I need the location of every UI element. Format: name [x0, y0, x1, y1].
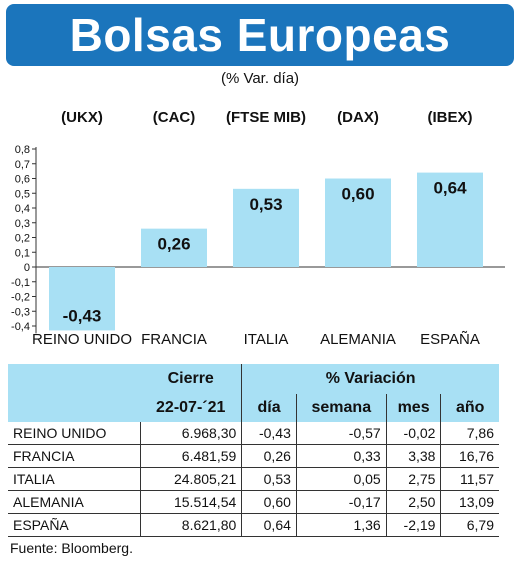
y-tick-label: -0,3: [11, 306, 30, 318]
cell-cierre: 6.481,59: [139, 444, 242, 468]
cell-mes: -0,02: [385, 422, 441, 445]
header-mes: mes: [385, 394, 441, 422]
cell-ano: 11,57: [440, 467, 499, 491]
index-code-label: (FTSE MIB): [226, 109, 306, 126]
row-name: ESPAÑA: [13, 517, 69, 533]
y-tick-label: 0,1: [15, 247, 30, 259]
x-tick-label: REINO UNIDO: [32, 331, 132, 348]
cell-mes: -2,19: [385, 513, 441, 537]
cell-cierre: 24.805,21: [139, 467, 242, 491]
cell-ano: 16,76: [440, 444, 499, 468]
row-name: FRANCIA: [13, 448, 75, 464]
y-tick-label: -0,1: [11, 277, 30, 289]
cell-dia: 0,60: [241, 490, 297, 514]
source-note: Fuente: Bloomberg.: [10, 540, 133, 556]
index-code-label: (DAX): [337, 109, 379, 126]
bar-2: [141, 228, 207, 267]
cell-cierre: 6.968,30: [139, 422, 242, 445]
x-tick-label: ITALIA: [244, 331, 289, 348]
bar-chart: 0,8 0,7 0,6 0,5 0,4 0,3 0,2 0,1 0 -0,1 -0,2 -0,3 -0,…: [11, 109, 505, 348]
cell-ano: 6,79: [440, 513, 499, 537]
table-corner-cell-2: [8, 394, 141, 422]
cell-mes: 3,38: [385, 444, 441, 468]
table-row: ITALIA 24.805,21 0,53 0,05 2,75 11,57: [8, 467, 499, 491]
title-bar: Bolsas Europeas: [6, 4, 514, 66]
bar-value-label: 0,64: [433, 179, 467, 198]
bar-3: [233, 188, 299, 267]
cell-semana: -0,17: [295, 490, 387, 514]
cell-cierre: 8.621,80: [139, 513, 242, 537]
cell-dia: 0,53: [241, 467, 297, 491]
row-name: REINO UNIDO: [13, 425, 107, 441]
cell-mes: 2,75: [385, 467, 441, 491]
header-semana: semana: [295, 394, 387, 422]
cell-semana: 0,33: [295, 444, 387, 468]
cell-ano: 13,09: [440, 490, 499, 514]
header-ano: año: [440, 394, 499, 422]
chart-subtitle: (% Var. día): [220, 70, 300, 87]
bar-value-label: 0,60: [341, 185, 374, 204]
cell-dia: 0,64: [241, 513, 297, 537]
cell-semana: 0,05: [295, 467, 387, 491]
bar-5: [417, 172, 483, 267]
header-date: 22-07-´21: [140, 394, 242, 422]
y-tick-label: 0,5: [15, 188, 30, 200]
cell-dia: 0,26: [241, 444, 297, 468]
index-code-label: (IBEX): [428, 109, 473, 126]
data-table: Cierre % Variación 22-07-´21 día semana …: [8, 364, 499, 537]
header-variacion: % Variación: [241, 364, 499, 394]
y-tick-label: -0,2: [11, 292, 30, 304]
cell-semana: -0,57: [295, 422, 387, 445]
row-name: ITALIA: [13, 471, 55, 487]
table-row: FRANCIA 6.481,59 0,26 0,33 3,38 16,76: [8, 444, 499, 468]
bar-value-label: -0,43: [63, 306, 102, 325]
bar-4: [325, 178, 391, 267]
row-name: ALEMANIA: [13, 494, 84, 510]
y-tick-label: 0,3: [15, 218, 30, 230]
index-code-label: (UKX): [61, 109, 103, 126]
bar-1: [49, 267, 115, 331]
cell-ano: 7,86: [440, 422, 499, 445]
header-cierre: Cierre: [140, 364, 242, 394]
y-tick-label: 0,8: [15, 144, 30, 156]
bar-value-label: 0,26: [157, 235, 190, 254]
y-tick-label: 0,6: [15, 174, 30, 186]
y-tick-label: 0,2: [15, 233, 30, 245]
x-tick-label: ESPAÑA: [420, 331, 480, 348]
chart-title: Bolsas Europeas: [69, 9, 451, 61]
cell-dia: -0,43: [241, 422, 297, 445]
table-row: ESPAÑA 8.621,80 0,64 1,36 -2,19 6,79: [8, 513, 499, 537]
y-tick-label: 0,4: [15, 203, 30, 215]
cell-cierre: 15.514,54: [139, 490, 242, 514]
bar-value-label: 0,53: [249, 195, 282, 214]
cell-semana: 1,36: [295, 513, 387, 537]
cell-mes: 2,50: [385, 490, 441, 514]
x-tick-label: ALEMANIA: [320, 331, 396, 348]
table-row: ALEMANIA 15.514,54 0,60 -0,17 2,50 13,09: [8, 490, 499, 514]
y-tick-label: 0,7: [15, 159, 30, 171]
y-tick-label: -0,4: [11, 321, 30, 333]
table-corner-cell: [8, 364, 141, 394]
index-code-label: (CAC): [153, 109, 196, 126]
table-row: REINO UNIDO 6.968,30 -0,43 -0,57 -0,02 7,86: [8, 422, 499, 445]
header-dia: día: [241, 394, 297, 422]
y-tick-label: 0: [24, 262, 30, 274]
x-tick-label: FRANCIA: [141, 331, 207, 348]
